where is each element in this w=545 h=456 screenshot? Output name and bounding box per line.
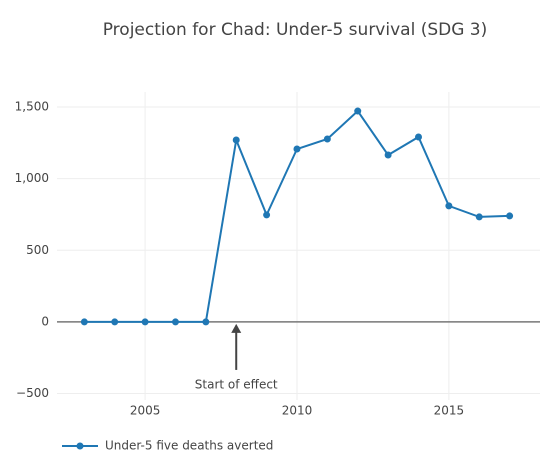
data-point	[141, 318, 149, 326]
chart-title: Projection for Chad: Under-5 survival (S…	[103, 20, 488, 40]
data-point	[354, 107, 362, 115]
data-point	[323, 135, 331, 143]
legend-marker	[76, 442, 84, 450]
y-tick-label: 1,000	[15, 171, 49, 185]
legend-label: Under-5 five deaths averted	[105, 439, 273, 453]
x-tick-label: 2005	[130, 404, 161, 418]
data-point	[293, 145, 301, 153]
x-tick-label: 2010	[282, 404, 313, 418]
data-point	[475, 213, 483, 221]
data-point	[263, 211, 271, 219]
y-tick-label: 0	[41, 314, 49, 328]
data-point	[111, 318, 119, 326]
data-point	[202, 318, 210, 326]
data-point	[384, 151, 392, 159]
data-point	[171, 318, 179, 326]
data-point	[80, 318, 88, 326]
y-tick-label: 500	[26, 243, 49, 257]
data-point	[506, 212, 514, 220]
y-tick-label: −500	[16, 386, 49, 400]
data-point	[232, 136, 240, 144]
annotation-text: Start of effect	[195, 377, 278, 391]
annotation-arrowhead	[231, 323, 242, 333]
x-tick-label: 2015	[434, 404, 465, 418]
data-point	[445, 202, 453, 210]
data-point	[414, 133, 422, 141]
y-tick-label: 1,500	[15, 100, 49, 114]
